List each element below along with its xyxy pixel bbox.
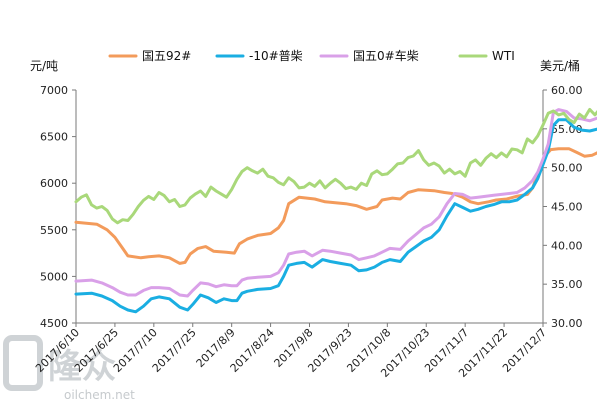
- legend-item: 国五92#: [108, 49, 191, 63]
- y-left-tick-label: 6000: [40, 177, 68, 190]
- legend-item: 国五0#车柴: [319, 48, 419, 63]
- y-left-tick-label: 4500: [40, 317, 68, 330]
- watermark: 隆众 oilchem.net: [3, 335, 135, 402]
- watermark-brand: 隆众: [48, 347, 116, 387]
- y-right-unit-label: 美元/桶: [540, 58, 580, 73]
- y-right-tick-label: 40.00: [551, 239, 583, 252]
- y-left-tick-label: 5000: [40, 270, 68, 283]
- y-left-unit-label: 元/吨: [30, 59, 58, 73]
- y-right-tick-label: 60.00: [551, 84, 583, 97]
- y-left-tick-label: 6500: [40, 131, 68, 144]
- legend-label: 国五0#车柴: [353, 48, 419, 63]
- y-right-tick-label: 45.00: [551, 201, 583, 214]
- legend-label: 国五92#: [142, 49, 191, 63]
- y-left-tick-label: 7000: [40, 84, 68, 97]
- series-line-1: [74, 118, 597, 314]
- series-line-0: [74, 147, 597, 265]
- legend: 国五92# -10#普柴 国五0#车柴 WTI: [108, 48, 515, 63]
- legend-label: WTI: [492, 49, 515, 63]
- series-line-3: [74, 107, 597, 225]
- series-group: [74, 107, 597, 314]
- watermark-logo-icon: [3, 335, 43, 391]
- legend-label: -10#普柴: [249, 49, 303, 63]
- legend-item: -10#普柴: [215, 49, 303, 63]
- y-right-tick-label: 50.00: [551, 162, 583, 175]
- y-right-tick-label: 35.00: [551, 278, 583, 291]
- legend-item: WTI: [458, 49, 515, 63]
- y-left-tick-label: 5500: [40, 224, 68, 237]
- y-right-tick-label: 30.00: [551, 317, 583, 330]
- watermark-url: oilchem.net: [64, 388, 135, 402]
- y-left-ticks: 4500 5000 5500 6000 6500 7000: [40, 84, 76, 330]
